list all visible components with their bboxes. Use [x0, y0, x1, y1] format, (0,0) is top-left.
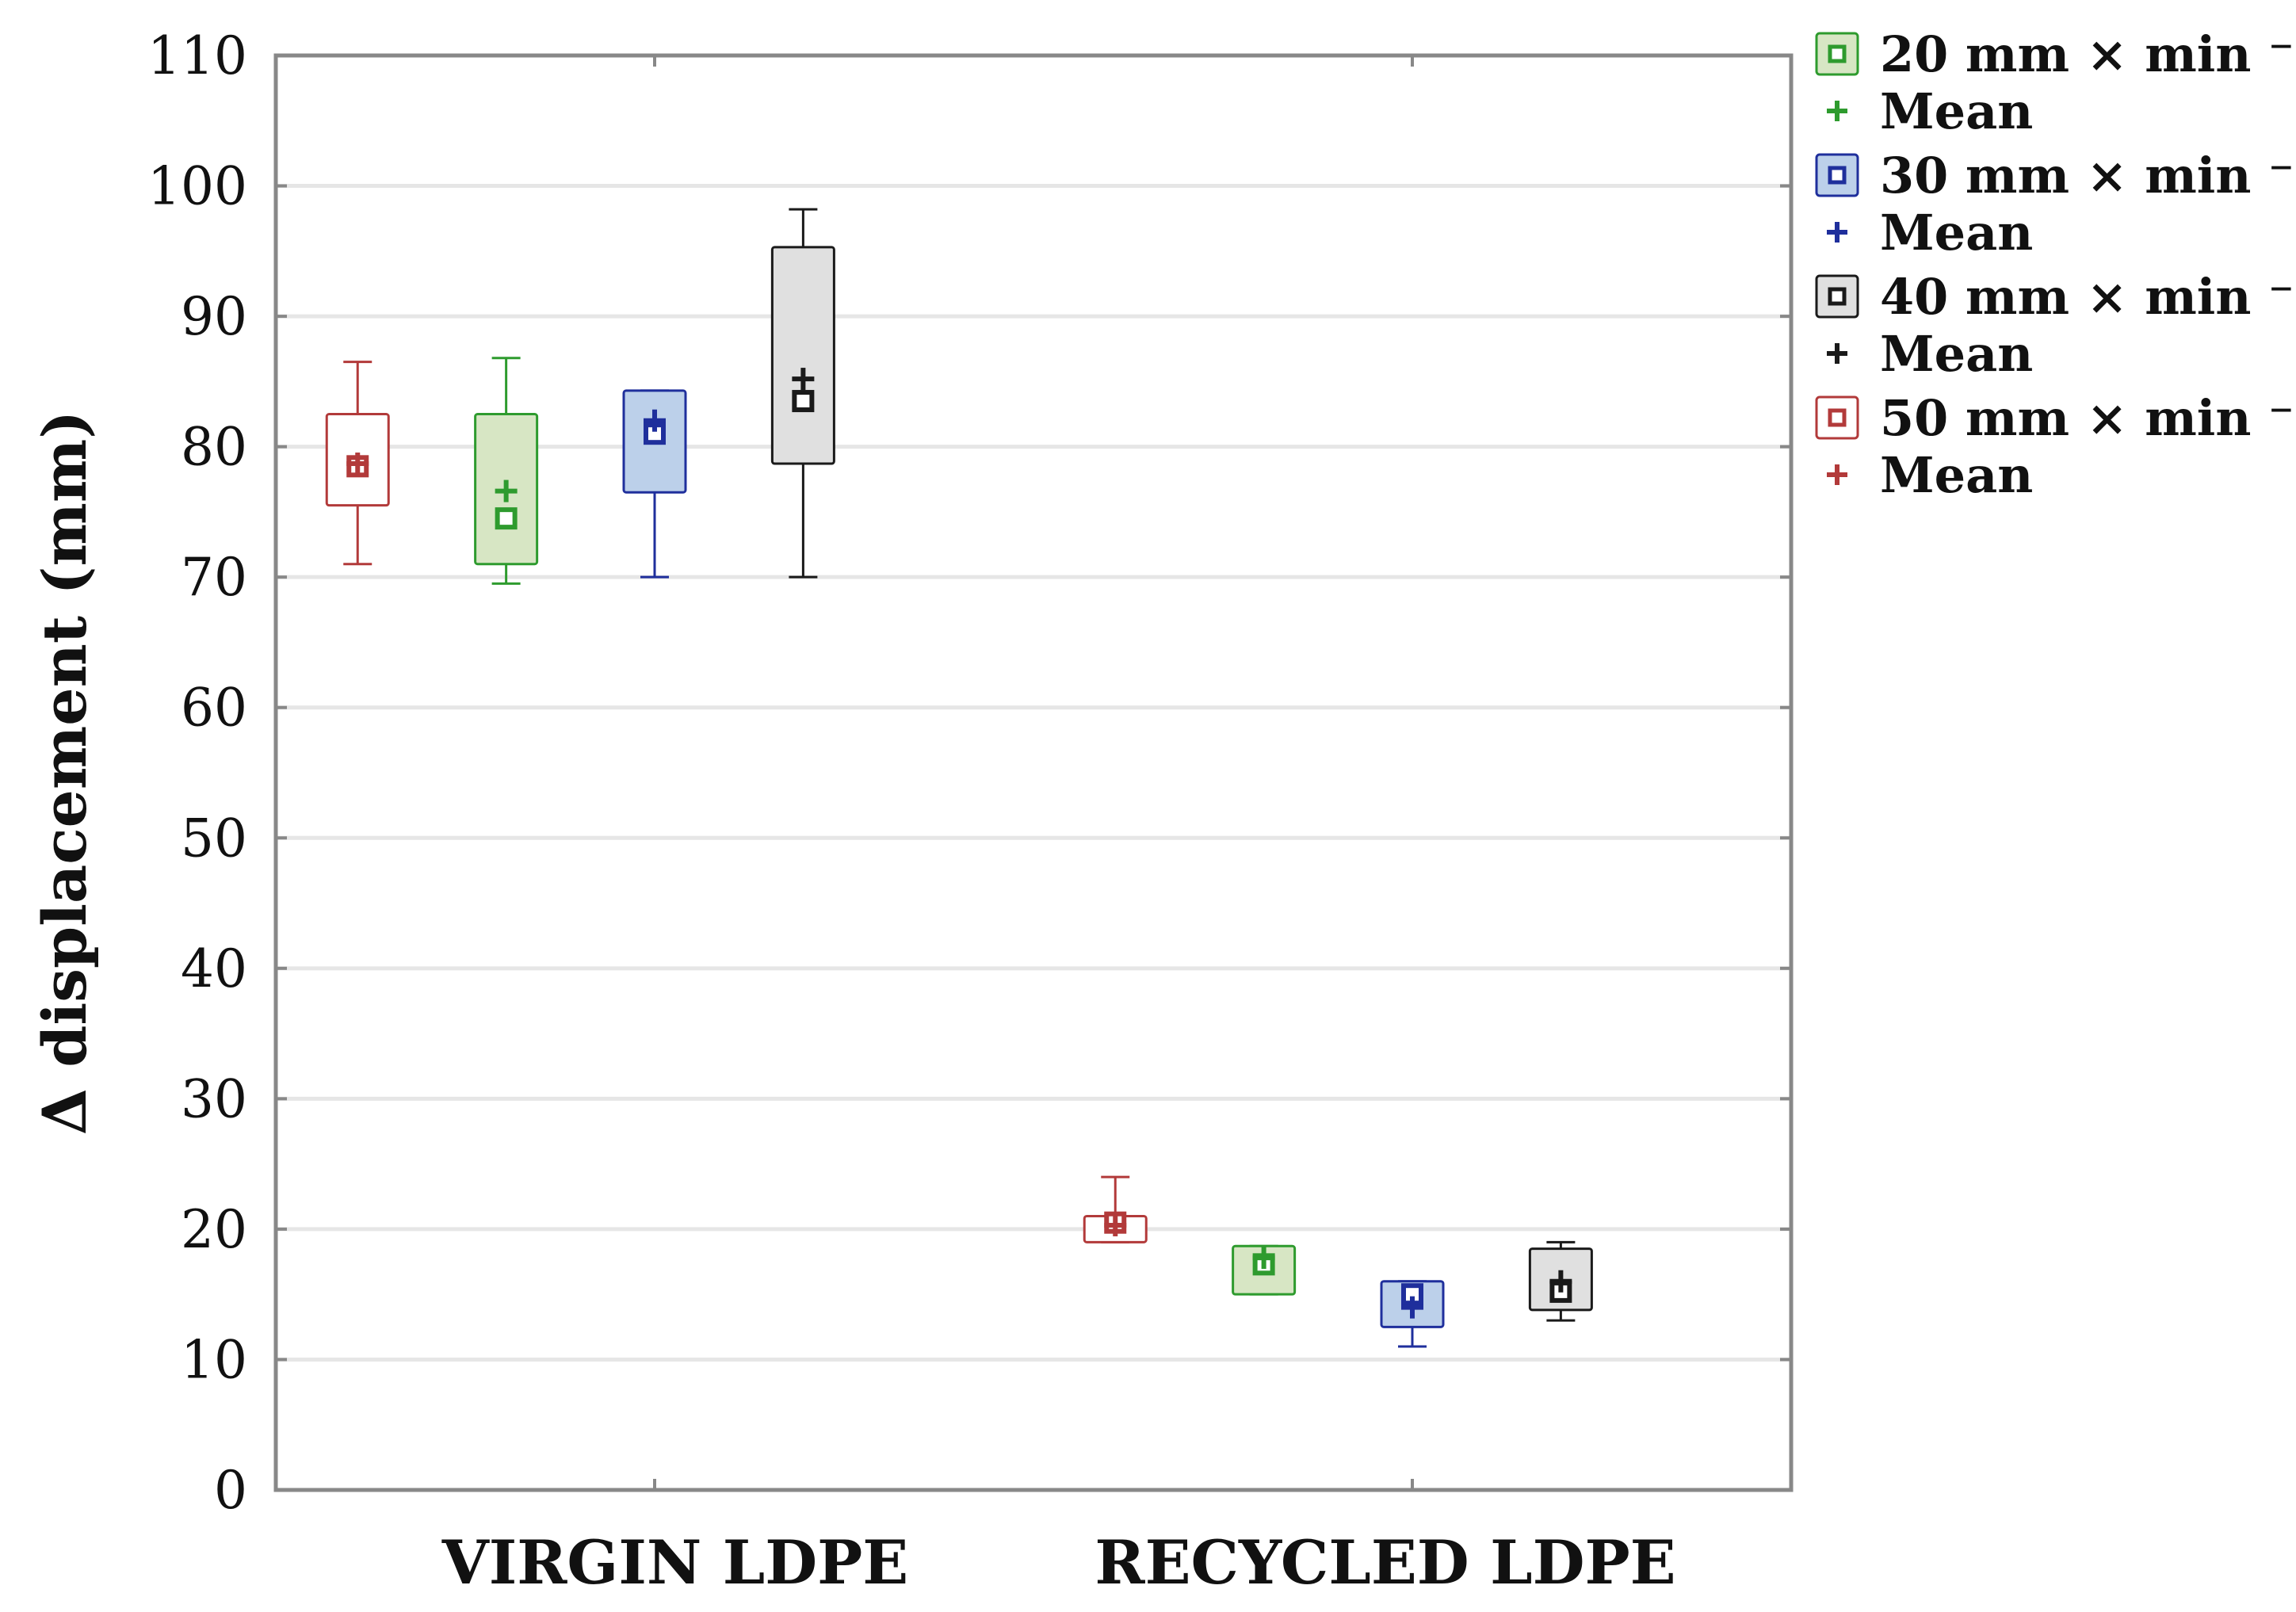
y-tick-label: 10	[181, 1329, 247, 1390]
y-tick-label: 20	[181, 1199, 247, 1260]
grid-lines	[276, 184, 1791, 1362]
box-2-0	[622, 389, 687, 579]
box-3-1	[1528, 1240, 1593, 1322]
legend-label: 30 mm × min ⁻¹	[1880, 147, 2296, 204]
box-series	[325, 208, 1593, 1348]
y-tick-label: 110	[147, 25, 247, 86]
legend-mean-label: Mean	[1880, 446, 2033, 504]
y-tick-label: 0	[214, 1460, 247, 1521]
y-tick-label: 80	[181, 417, 247, 478]
box-1-1	[1232, 1244, 1297, 1296]
y-tick-label: 30	[181, 1068, 247, 1129]
box-2-1	[1380, 1280, 1445, 1348]
y-tick-label: 90	[181, 286, 247, 347]
legend-label: 50 mm × min ⁻¹	[1880, 389, 2296, 447]
y-tick-label: 100	[147, 156, 247, 217]
plot-area-frame	[273, 53, 1794, 1492]
y-tick-label: 60	[181, 678, 247, 739]
x-axis-ticks	[653, 55, 1414, 1490]
legend-mean-label: Mean	[1880, 204, 2033, 262]
legend-median-icon	[1828, 166, 1847, 185]
legend-label: 40 mm × min ⁻¹	[1880, 268, 2296, 326]
legend-median-icon	[1828, 408, 1847, 427]
box-0-0	[325, 361, 390, 566]
box-body	[770, 246, 835, 465]
median-marker	[495, 507, 518, 530]
legend-median-icon	[1828, 287, 1847, 306]
y-tick-label: 40	[181, 938, 247, 999]
box-3-0	[770, 208, 835, 579]
median-marker	[792, 390, 815, 413]
y-axis-ticks: 0 10 20 30 40 50 60 70 80 90 100 110	[147, 25, 1791, 1521]
legend-median-icon	[1828, 44, 1847, 63]
y-tick-label: 70	[181, 547, 247, 608]
legend-label: 20 mm × min ⁻¹	[1880, 25, 2296, 83]
y-axis-label: Δ displacement (mm)	[29, 411, 100, 1135]
legend-mean-label: Mean	[1880, 325, 2033, 383]
box-0-1	[1083, 1175, 1148, 1243]
x-category-label-recycled: RECYCLED LDPE	[1095, 1527, 1675, 1598]
box-1-0	[474, 357, 539, 585]
legend-mean-label: Mean	[1880, 82, 2033, 140]
y-tick-label: 50	[181, 808, 247, 869]
x-category-label-virgin: VIRGIN LDPE	[441, 1527, 908, 1598]
